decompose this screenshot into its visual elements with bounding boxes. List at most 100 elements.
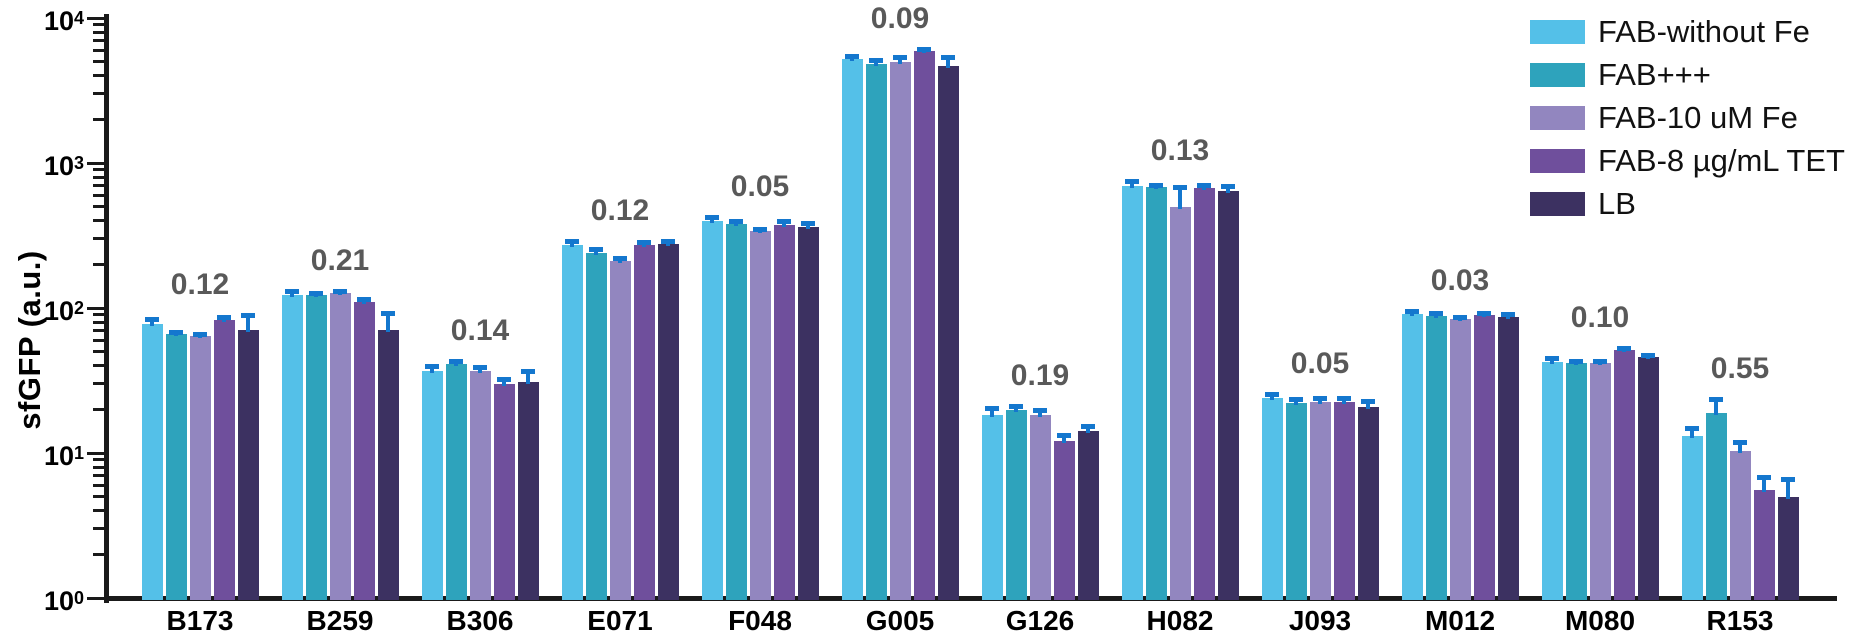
- bar: [305, 295, 327, 600]
- error-bar-cap: [449, 359, 463, 365]
- bar: [1681, 435, 1703, 600]
- bar: [1053, 440, 1075, 600]
- error-bar-stem: [570, 240, 574, 247]
- error-bar-cap: [1733, 439, 1747, 445]
- bar: [1729, 451, 1751, 600]
- y-minor-tick: [93, 320, 104, 324]
- error-bar-cap: [521, 368, 535, 374]
- error-bar-cap: [1757, 475, 1771, 481]
- y-minor-tick: [93, 183, 104, 187]
- y-minor-tick: [93, 338, 104, 342]
- bar: [1473, 314, 1495, 600]
- bar: [1193, 188, 1215, 600]
- error-bar-cap: [1289, 397, 1303, 403]
- y-minor-tick: [93, 205, 104, 209]
- error-bar-cap: [1149, 182, 1163, 188]
- error-bar-cap: [1033, 407, 1047, 413]
- y-major-tick: [87, 451, 104, 455]
- error-bar-stem: [1690, 428, 1694, 438]
- bar: [445, 364, 467, 600]
- error-bar-stem: [1366, 400, 1370, 410]
- group-annotation: 0.03: [1430, 264, 1490, 298]
- y-minor-tick: [93, 219, 104, 223]
- y-minor-tick: [93, 175, 104, 179]
- bar: [421, 370, 443, 600]
- error-bar-cap: [565, 238, 579, 244]
- error-bar-cap: [1569, 359, 1583, 365]
- x-tick-label: M080: [1564, 605, 1636, 636]
- bar: [1077, 431, 1099, 600]
- group-annotation: 0.14: [450, 314, 510, 348]
- bar: [609, 261, 631, 600]
- y-minor-tick: [93, 527, 104, 531]
- legend-label: FAB-without Fe: [1598, 14, 1810, 49]
- bar: [797, 226, 819, 600]
- bar: [281, 295, 303, 600]
- group-annotation: 0.10: [1570, 300, 1630, 334]
- error-bar-stem: [1738, 441, 1742, 454]
- y-minor-tick: [93, 92, 104, 96]
- error-bar-cap: [1337, 395, 1351, 401]
- error-bar-cap: [661, 238, 675, 244]
- bar: [517, 381, 539, 600]
- bar: [141, 323, 163, 600]
- bar: [1565, 363, 1587, 600]
- error-bar-stem: [1550, 357, 1554, 364]
- group-annotation: 0.05: [730, 169, 790, 203]
- x-tick-label: G126: [1005, 605, 1075, 636]
- error-bar-cap: [381, 311, 395, 317]
- error-bar-cap: [845, 53, 859, 59]
- y-minor-tick: [93, 328, 104, 332]
- legend-swatch: [1530, 106, 1585, 130]
- y-minor-tick: [93, 509, 104, 513]
- bar: [913, 50, 935, 600]
- y-minor-tick: [93, 74, 104, 78]
- bar: [377, 330, 399, 600]
- group-annotation: 0.21: [310, 243, 370, 277]
- group-annotation: 0.12: [170, 268, 230, 302]
- error-bar-cap: [473, 365, 487, 371]
- y-major-tick: [87, 161, 104, 165]
- bar: [773, 224, 795, 600]
- error-bar-cap: [1125, 179, 1139, 185]
- bar: [1401, 313, 1423, 600]
- error-bar-cap: [497, 376, 511, 382]
- x-tick-label: F048: [728, 605, 792, 636]
- y-tick-label: 101: [43, 441, 84, 471]
- bar: [981, 414, 1003, 600]
- error-bar-cap: [357, 296, 371, 302]
- error-bar-stem: [150, 318, 154, 326]
- y-tick-label: 103: [43, 151, 84, 181]
- error-bar-stem: [386, 313, 390, 333]
- group-annotation: 0.05: [1290, 347, 1350, 381]
- x-axis-spine: [104, 596, 1837, 601]
- bar: [1121, 186, 1143, 600]
- error-bar-stem: [898, 56, 902, 65]
- error-bar-cap: [917, 46, 931, 52]
- bar: [725, 224, 747, 600]
- bar: [701, 220, 723, 600]
- bar: [865, 64, 887, 600]
- group-annotation: 0.55: [1710, 352, 1770, 386]
- error-bar-cap: [941, 54, 955, 60]
- bar: [1753, 489, 1775, 600]
- error-bar-cap: [1173, 185, 1187, 191]
- group-annotation: 0.13: [1150, 134, 1210, 168]
- error-bar-cap: [1361, 398, 1375, 404]
- bar: [1613, 350, 1635, 600]
- legend-swatch: [1530, 149, 1585, 173]
- bar: [1497, 317, 1519, 600]
- error-bar-cap: [1709, 397, 1723, 403]
- bar: [749, 231, 771, 600]
- error-bar-cap: [169, 330, 183, 336]
- error-bar-stem: [526, 370, 530, 384]
- error-bar-cap: [425, 363, 439, 369]
- legend-swatch: [1530, 20, 1585, 44]
- y-minor-tick: [93, 313, 104, 317]
- error-bar-cap: [1545, 355, 1559, 361]
- error-bar-stem: [990, 407, 994, 417]
- error-bar-cap: [1197, 183, 1211, 189]
- bar: [1541, 361, 1563, 600]
- error-bar-cap: [613, 256, 627, 262]
- legend-label: FAB-10 uM Fe: [1598, 100, 1798, 135]
